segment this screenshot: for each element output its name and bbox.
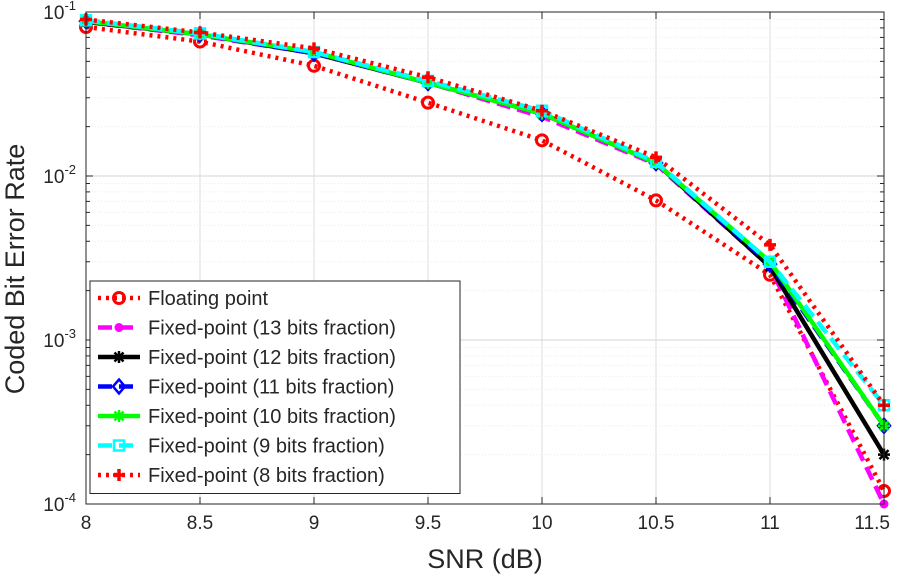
series-line (85, 18, 886, 407)
legend-label: Fixed-point (8 bits fraction) (148, 465, 385, 487)
x-tick-label: 10 (531, 513, 552, 534)
y-axis-label: Coded Bit Error Rate (0, 144, 30, 395)
data-point (113, 410, 125, 422)
legend-item: Fixed-point (11 bits fraction) (98, 377, 394, 399)
legend-item: Fixed-point (10 bits fraction) (98, 406, 396, 428)
x-tick-label: 10.5 (638, 513, 675, 534)
axes (85, 11, 885, 505)
data-point (113, 469, 125, 481)
y-tick-label: 10-4 (43, 490, 76, 516)
legend-label: Fixed-point (12 bits fraction) (148, 347, 396, 369)
legend-box (89, 280, 461, 494)
legend-label: Fixed-point (9 bits fraction) (148, 436, 385, 458)
data-point (649, 193, 663, 208)
legend-label: Floating point (148, 288, 269, 310)
data-point (650, 151, 662, 164)
legend-item: Fixed-point (13 bits fraction) (98, 318, 396, 340)
legend-label: Fixed-point (10 bits fraction) (148, 406, 396, 428)
x-tick-label: 9.5 (415, 513, 441, 534)
y-tick-labels: 10-1 10-2 10-3 10-4 (43, 0, 76, 516)
series-layer (78, 12, 892, 509)
legend-item: Fixed-point (9 bits fraction) (98, 436, 385, 458)
x-axis-label: SNR (dB) (427, 544, 543, 574)
data-point (114, 323, 124, 332)
data-point (535, 133, 549, 148)
data-point (308, 42, 320, 55)
data-point (111, 377, 127, 396)
axes-box (85, 11, 885, 505)
data-point (421, 95, 435, 110)
legend-label: Fixed-point (11 bits fraction) (148, 377, 394, 399)
data-point (764, 238, 776, 251)
data-point (113, 351, 125, 363)
legend-item: Fixed-point (8 bits fraction) (98, 465, 385, 487)
y-tick-label: 10-1 (43, 0, 76, 24)
x-tick-label: 11 (760, 513, 780, 534)
legend-item: Floating point (98, 288, 269, 310)
series-line (85, 24, 886, 493)
x-tick-label: 8.5 (187, 513, 213, 534)
legend-item: Fixed-point (12 bits fraction) (98, 347, 396, 369)
x-tick-label: 8 (81, 513, 92, 534)
x-tick-labels: 8 8.5 9 9.5 10 10.5 11 11.5 (81, 513, 890, 534)
y-tick-label: 10-2 (43, 162, 76, 188)
data-point (194, 26, 206, 39)
legend-label: Fixed-point (13 bits fraction) (148, 318, 396, 340)
y-tick-label: 10-3 (43, 326, 76, 352)
data-point (763, 255, 777, 269)
x-tick-label: 9 (309, 513, 320, 534)
data-point (536, 104, 548, 117)
data-point (112, 439, 126, 452)
x-tick-label: 11.5 (854, 513, 890, 534)
data-point (422, 71, 434, 84)
data-point (112, 291, 126, 305)
legend: Floating point Fixed-point (13 bits fract… (89, 280, 461, 494)
